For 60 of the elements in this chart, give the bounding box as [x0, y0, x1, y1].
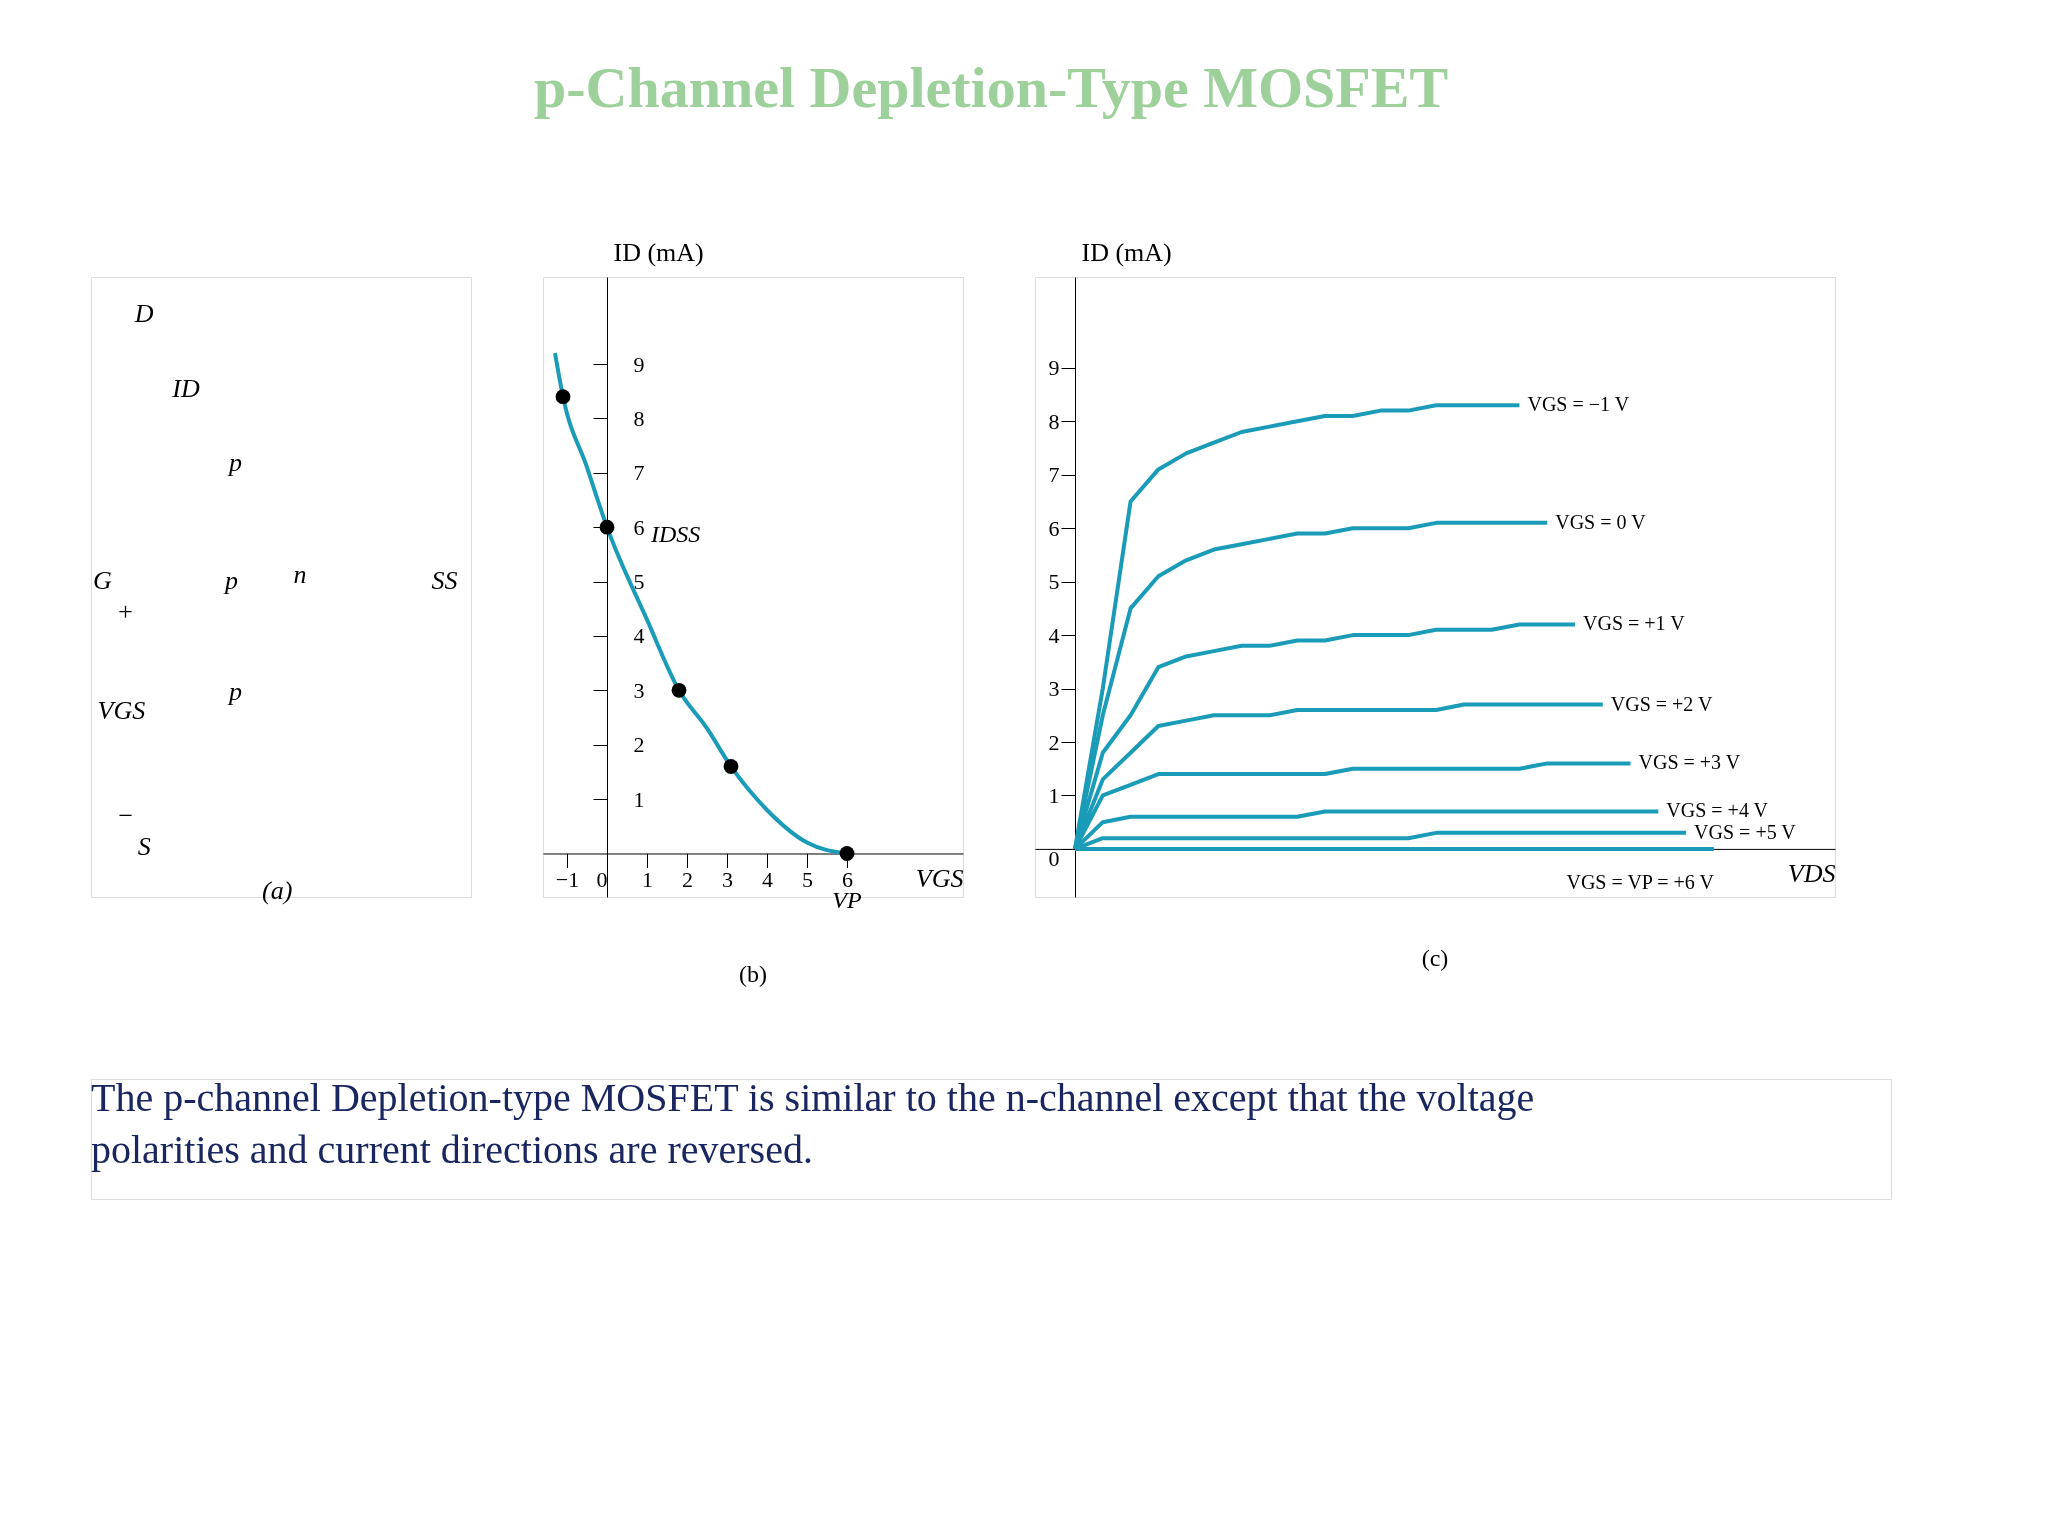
x-tick-label: 0: [596, 866, 608, 892]
text: p-Channel Depletion-Type MOSFET: [533, 54, 1449, 120]
text: VGS: [97, 696, 146, 725]
y-tick-label: 1: [1048, 782, 1060, 808]
series-label: VGS = +4 V: [1666, 799, 1769, 822]
text: +: [116, 596, 134, 626]
text: p: [226, 448, 242, 477]
y-tick-label: 2: [633, 732, 645, 758]
y-tick-label: 3: [1048, 676, 1060, 702]
x-axis-title: VGS: [915, 863, 964, 893]
x-tick-label: 4: [762, 866, 773, 892]
text: The p-channel Depletion-type MOSFET is similar to the n-channel except that the voltage polarities and current directions are reversed.: [91, 1075, 1535, 1172]
y-tick-label: 5: [633, 569, 645, 595]
text: S: [137, 832, 151, 862]
x-tick-label: −1: [555, 866, 580, 892]
x-tick-label: 2: [682, 866, 693, 892]
x-tick-label: 5: [802, 866, 813, 892]
text: D: [133, 299, 154, 329]
series-label: VGS = +5 V: [1694, 820, 1797, 843]
text: (a): [262, 875, 293, 905]
text: SS: [431, 565, 458, 595]
series-label: VGS = −1 V: [1527, 393, 1630, 416]
y-tick-label: 4: [633, 623, 645, 649]
text: ID: [171, 373, 200, 403]
text: G: [93, 565, 113, 595]
text: n: [293, 559, 307, 589]
y-tick-label: 9: [633, 351, 645, 377]
y-tick-label: 4: [1048, 622, 1060, 648]
y-tick-label: 2: [1048, 729, 1060, 755]
y-axis-title: ID (mA): [1081, 237, 1172, 267]
y-tick-label: 8: [1048, 408, 1060, 434]
y-tick-label: 3: [633, 677, 645, 703]
series-label: VGS = +1 V: [1583, 612, 1686, 635]
y-tick-label: 6: [633, 514, 645, 540]
text: (b): [739, 961, 767, 988]
y-tick-label: 8: [633, 405, 645, 431]
series-label: VGS = +2 V: [1610, 692, 1713, 715]
y-tick-label: 7: [1048, 462, 1060, 488]
point: [599, 519, 615, 535]
series-label: VGS = +3 V: [1638, 751, 1741, 774]
annotation: IDSS: [650, 521, 701, 548]
point: [723, 759, 739, 774]
series-label: VGS = VP = +6 V: [1566, 870, 1715, 893]
point: [839, 846, 855, 861]
y-tick-label: 9: [1048, 355, 1060, 381]
point: [671, 682, 687, 698]
x-tick-label: 3: [722, 866, 733, 892]
text: −: [116, 801, 134, 831]
y-axis-title: ID (mA): [613, 237, 704, 267]
point: [555, 389, 571, 405]
series-label: VGS = 0 V: [1555, 510, 1647, 533]
x-axis-title: VDS: [1787, 859, 1836, 889]
y-tick-label: 6: [1048, 515, 1060, 541]
text: p: [226, 677, 242, 707]
y-tick-label: 1: [633, 786, 645, 812]
text: (c): [1421, 945, 1449, 971]
text: p: [223, 565, 239, 595]
y-tick-label: 5: [1048, 569, 1060, 595]
y-tick-label: 0: [1048, 846, 1060, 872]
y-tick-label: 7: [633, 460, 645, 486]
